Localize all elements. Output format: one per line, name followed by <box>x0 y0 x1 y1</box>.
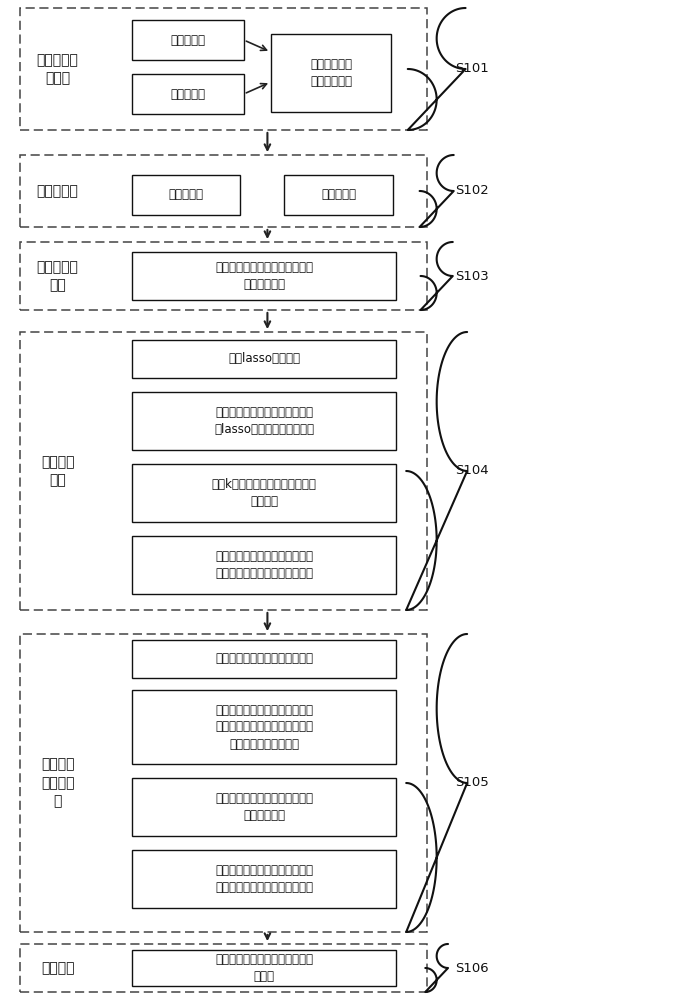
Text: S105: S105 <box>455 776 489 790</box>
Text: S103: S103 <box>455 269 489 282</box>
Bar <box>132 640 396 678</box>
Bar <box>132 850 396 908</box>
Text: 建立分析数
据体系: 建立分析数 据体系 <box>37 53 79 85</box>
Text: 谷幅变形值: 谷幅变形值 <box>171 88 205 101</box>
Text: 基于k折交叉验证，确定最优系数
稀疏矩阵: 基于k折交叉验证，确定最优系数 稀疏矩阵 <box>212 478 316 508</box>
Bar <box>132 392 396 450</box>
Bar <box>132 690 396 764</box>
Text: 影响因子
筛选: 影响因子 筛选 <box>41 455 74 487</box>
Bar <box>20 155 427 227</box>
Text: 数据标准化，基于最速下降法计
算lasso模型的系数稀疏矩阵: 数据标准化，基于最速下降法计 算lasso模型的系数稀疏矩阵 <box>214 406 314 436</box>
Bar <box>271 34 391 112</box>
Text: S106: S106 <box>455 962 489 974</box>
Text: 将谷幅变形量按大小转换成分类
变量，划分数据集，通过随机森
林算法计算模型判误率: 将谷幅变形量按大小转换成分类 变量，划分数据集，通过随机森 林算法计算模型判误率 <box>215 704 313 750</box>
Bar <box>20 332 427 610</box>
Text: 多测线、多工况分析，综合各情
况稀疏矩阵，确定重要影响因子: 多测线、多工况分析，综合各情 况稀疏矩阵，确定重要影响因子 <box>215 550 313 580</box>
Text: 综合评价各影响因素对谷幅变形
的影响: 综合评价各影响因素对谷幅变形 的影响 <box>215 953 313 983</box>
Bar <box>20 634 427 932</box>
Bar <box>132 464 396 522</box>
Text: S102: S102 <box>455 184 489 198</box>
Bar <box>132 536 396 594</box>
Text: 基于交叉验证法，确定预测准确
率最高的模型: 基于交叉验证法，确定预测准确 率最高的模型 <box>215 792 313 822</box>
Bar <box>20 8 427 130</box>
Bar <box>20 944 427 992</box>
Bar <box>132 20 244 60</box>
Text: 确定影响因素潜在影响方式的高
维影响因子组: 确定影响因素潜在影响方式的高 维影响因子组 <box>215 261 313 291</box>
Text: 缺失值处理: 缺失值处理 <box>321 188 356 202</box>
Text: 建立lasso分析模型: 建立lasso分析模型 <box>228 353 300 365</box>
Text: 影响因子组
确定: 影响因子组 确定 <box>37 260 79 292</box>
Bar <box>132 74 244 114</box>
Text: 综合分析: 综合分析 <box>41 961 74 975</box>
Text: 影响因素
重要性排
序: 影响因素 重要性排 序 <box>41 758 74 808</box>
Text: S104: S104 <box>455 464 489 478</box>
Text: 坝区检测资料
气象数据中心: 坝区检测资料 气象数据中心 <box>310 58 352 88</box>
Text: 数据预处理: 数据预处理 <box>37 184 79 198</box>
Bar <box>132 175 240 215</box>
Text: 影响因素值: 影响因素值 <box>171 33 205 46</box>
Bar <box>20 242 427 310</box>
Text: S101: S101 <box>455 62 489 76</box>
Bar <box>132 950 396 986</box>
Bar <box>132 778 396 836</box>
Bar <box>132 340 396 378</box>
Text: 构建重要影响因素数据分析体系: 构建重要影响因素数据分析体系 <box>215 652 313 666</box>
Bar <box>132 252 396 300</box>
Text: 异常值处理: 异常值处理 <box>169 188 204 202</box>
Bar <box>284 175 393 215</box>
Text: 计算最优模型下各影响因素基尼
系数，得出影响因素重要性排序: 计算最优模型下各影响因素基尼 系数，得出影响因素重要性排序 <box>215 864 313 894</box>
